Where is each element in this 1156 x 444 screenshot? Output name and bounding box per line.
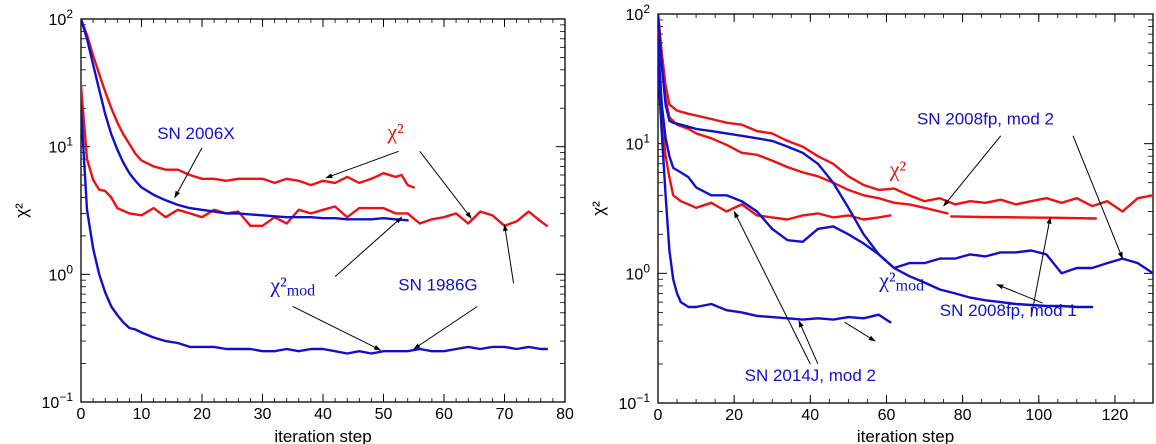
y-tick-label: 100: [626, 261, 651, 283]
series-line-blue: [81, 107, 549, 355]
annotation-arrow: [1072, 135, 1124, 260]
x-tick-label: 80: [556, 406, 574, 423]
annotation-arrow: [503, 223, 515, 284]
panel-right: 0 20 40 60 80 100 120 10−1 100 101 102 iteration st…: [589, 2, 1154, 444]
series-line-blue: [658, 64, 892, 324]
series-line-red: [81, 19, 415, 189]
x-tick-label: 0: [77, 406, 86, 423]
annotation-arrow: [943, 135, 1002, 207]
annotation-chi2: χ²: [386, 119, 404, 144]
annotation-arrow: [334, 216, 403, 277]
annotation-arrow: [325, 150, 399, 179]
x-tick-label: 60: [878, 407, 896, 424]
annotation-label: SN 2014J, mod 2: [745, 366, 876, 385]
series-line-blue: [81, 19, 409, 222]
x-tick-label: 60: [435, 406, 453, 423]
y-tick-label: 100: [49, 262, 74, 284]
annotation-label: SN 2008fp, mod 2: [917, 110, 1054, 129]
x-tick-label: 100: [1025, 407, 1052, 424]
annotation-chi2-mod: χ²mod: [878, 267, 924, 294]
series-line-red: [81, 84, 549, 227]
annotation-arrow: [292, 306, 382, 351]
annotation-label: SN 2006X: [157, 124, 235, 143]
y-tick-label: 10−1: [42, 390, 74, 412]
x-tick-label: 20: [193, 406, 211, 423]
y-axis-title: χ²: [12, 203, 31, 218]
x-axis-title: iteration step: [857, 427, 954, 444]
y-axis-title: χ²: [589, 201, 608, 216]
annotation-arrow: [798, 320, 819, 365]
y-tick-label: 102: [49, 7, 74, 29]
y-tick-label: 102: [626, 2, 651, 24]
series-line-red: [658, 41, 892, 221]
x-tick-label: 30: [254, 406, 272, 423]
series-group: [81, 19, 549, 355]
annotation-arrow: [996, 284, 1043, 304]
y-tick-label: 101: [49, 135, 74, 157]
x-tick-label: 10: [133, 406, 151, 423]
x-tick-label: 20: [725, 407, 743, 424]
series-line-blue: [658, 14, 1094, 309]
series-group: [658, 14, 1153, 324]
x-tick-label: 80: [954, 407, 972, 424]
panel-left: 0 10 20 30 40 50 60 70 80 10−1 100 101 102 iteration …: [12, 7, 574, 444]
annotation-chi2: χ²: [889, 156, 907, 181]
annotation-arrow: [733, 210, 811, 365]
annotation-chi2-mod: χ²mod: [269, 273, 315, 300]
x-tick-label: 0: [654, 407, 663, 424]
x-tick-label: 40: [314, 406, 332, 423]
y-tick-label: 10−1: [619, 391, 651, 413]
x-tick-label: 70: [496, 406, 514, 423]
x-axis-title: iteration step: [274, 427, 371, 444]
annotation-label: SN 1986G: [398, 275, 477, 294]
x-tick-label: 50: [375, 406, 393, 423]
x-tick-label: 40: [801, 407, 819, 424]
annotation-arrow: [1030, 216, 1052, 318]
x-tick-label: 120: [1102, 407, 1129, 424]
annotation-arrow: [413, 306, 478, 350]
annotation-arrow: [419, 150, 472, 219]
annotation-arrow: [174, 147, 203, 199]
y-tick-label: 101: [626, 132, 651, 154]
series-line-red: [950, 215, 1098, 220]
annotation-arrow: [844, 321, 876, 342]
annotation-label: SN 2008fp, mod 1: [940, 301, 1077, 320]
series-line-blue: [658, 41, 1153, 275]
series-line-red: [658, 14, 1153, 213]
